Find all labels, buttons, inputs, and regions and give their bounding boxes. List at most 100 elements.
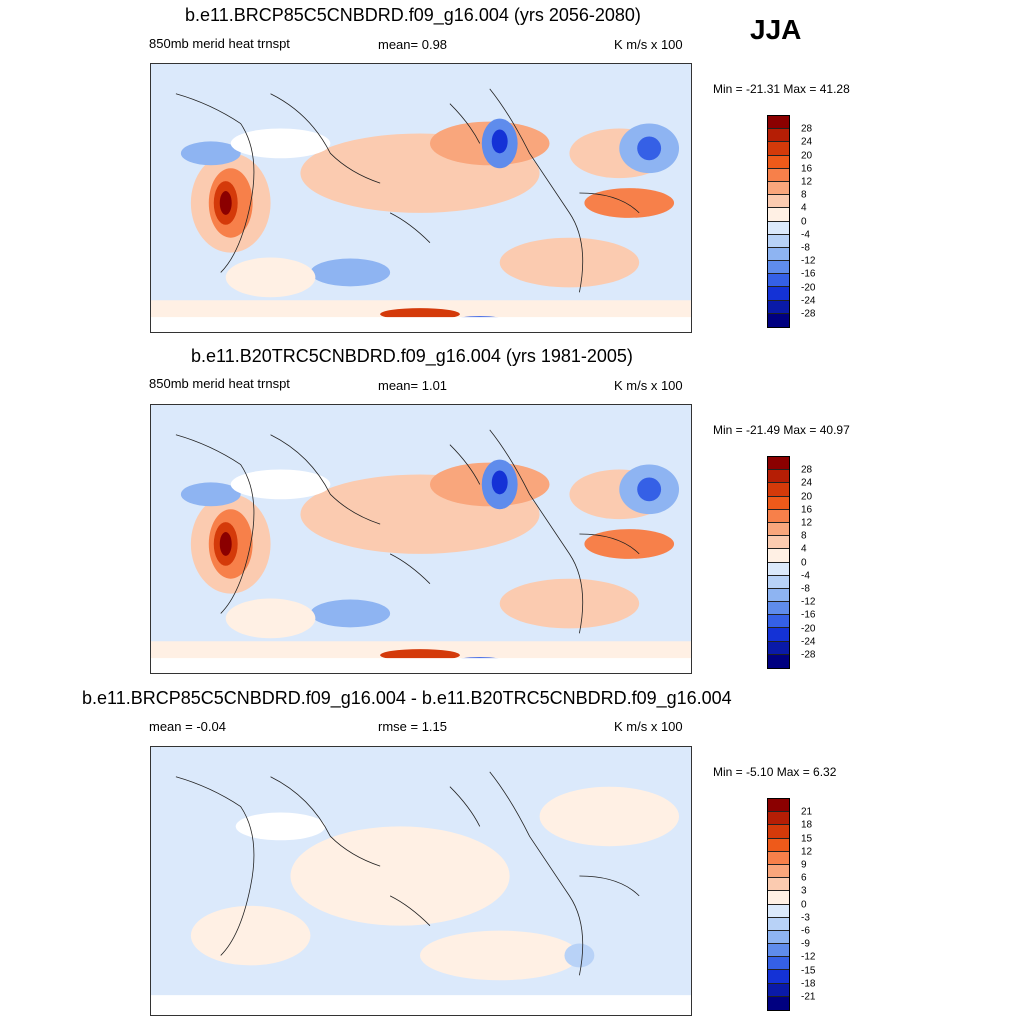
colorbar-swatch <box>768 812 789 826</box>
panel-3-units-label: K m/s x 100 <box>614 719 683 734</box>
colorbar-tick-label: 0 <box>801 216 807 228</box>
panel-2-minmax-label: Min = -21.49 Max = 40.97 <box>713 423 850 437</box>
colorbar-swatch <box>768 116 789 130</box>
colorbar-swatch <box>768 142 789 156</box>
colorbar-tick-label: 28 <box>801 464 813 476</box>
colorbar-swatch <box>768 838 789 852</box>
colorbar-tick-label: 4 <box>801 543 807 555</box>
colorbar-tick-label: -16 <box>801 609 816 621</box>
colorbar-swatch <box>768 195 789 209</box>
colorbar-swatch <box>768 825 789 839</box>
colorbar-tick-label: 24 <box>801 136 813 148</box>
colorbar-swatch <box>768 851 789 865</box>
colorbar-tick-label: -8 <box>801 583 810 595</box>
panel-2-map <box>150 404 692 674</box>
colorbar-swatch <box>768 221 789 235</box>
panel-3-mean-label: mean = -0.04 <box>149 719 226 734</box>
colorbar-swatch <box>768 562 789 576</box>
colorbar-tick-label: 24 <box>801 477 813 489</box>
colorbar-tick-label: -16 <box>801 268 816 280</box>
colorbar-swatch <box>768 457 789 471</box>
colorbar-swatch <box>768 615 789 629</box>
colorbar-tick-label: 21 <box>801 806 813 818</box>
colorbar-tick-label: 15 <box>801 833 813 845</box>
colorbar-tick-label: -4 <box>801 229 810 241</box>
colorbar-swatch <box>768 261 789 275</box>
panel-1-map-field <box>151 64 691 332</box>
colorbar-swatch <box>768 641 789 655</box>
colorbar-tick-label: -3 <box>801 912 810 924</box>
colorbar-tick-label: 12 <box>801 517 813 529</box>
colorbar-swatch <box>768 864 789 879</box>
colorbar-tick-label: 12 <box>801 176 813 188</box>
colorbar-swatch <box>768 575 789 589</box>
panel-1-map <box>150 63 692 333</box>
panel-1-variable-label: 850mb merid heat trnspt <box>149 36 290 51</box>
panel-3-rmse-label: rmse = 1.15 <box>378 719 448 734</box>
colorbar-swatch <box>768 983 789 997</box>
colorbar-tick-label: -4 <box>801 570 810 582</box>
colorbar-tick-label: -20 <box>801 623 816 635</box>
colorbar-swatch <box>768 247 789 262</box>
colorbar-swatch <box>768 799 789 813</box>
colorbar-swatch <box>768 602 789 616</box>
colorbar-tick-label: 6 <box>801 872 807 884</box>
colorbar-tick-label: -8 <box>801 242 810 254</box>
panel-1-minmax-label: Min = -21.31 Max = 41.28 <box>713 82 850 96</box>
colorbar-swatch <box>768 654 789 668</box>
colorbar-swatch <box>768 234 789 248</box>
colorbar-tick-label: -21 <box>801 991 816 1003</box>
panel-3-map <box>150 746 692 1016</box>
colorbar-tick-label: -6 <box>801 925 810 937</box>
colorbar-swatch <box>768 181 789 196</box>
colorbar-swatch <box>768 878 789 892</box>
colorbar-tick-label: -12 <box>801 596 816 608</box>
colorbar-swatch <box>768 300 789 314</box>
colorbar-tick-label: 0 <box>801 557 807 569</box>
colorbar-swatch <box>768 168 789 182</box>
colorbar-swatch <box>768 549 789 563</box>
panel-3-map-field <box>151 747 691 1015</box>
colorbar-tick-label: 16 <box>801 163 813 175</box>
colorbar-swatch <box>768 970 789 984</box>
panel-2-units-label: K m/s x 100 <box>614 378 683 393</box>
panel-3-colorbar-swatches <box>767 798 790 1011</box>
panel-3-minmax-label: Min = -5.10 Max = 6.32 <box>713 765 837 779</box>
colorbar-tick-label: 28 <box>801 123 813 135</box>
colorbar-tick-label: 12 <box>801 846 813 858</box>
panel-1-mean-label: mean= 0.98 <box>378 37 448 52</box>
colorbar-tick-label: 20 <box>801 491 813 503</box>
colorbar-swatch <box>768 996 789 1010</box>
colorbar-swatch <box>768 891 789 905</box>
colorbar-tick-label: -18 <box>801 978 816 990</box>
colorbar-tick-label: -20 <box>801 282 816 294</box>
colorbar-tick-label: -12 <box>801 255 816 267</box>
panel-3-colorbar: 21 18 15 12 9 6 3 0 -3 -6 -9 -12 -15 -18 -21 <box>767 798 815 1011</box>
colorbar-swatch <box>768 470 789 484</box>
panel-2-variable-label: 850mb merid heat trnspt <box>149 376 290 391</box>
panel-3-title: b.e11.BRCP85C5CNBDRD.f09_g16.004 - b.e11… <box>82 688 732 708</box>
panel-1-title: b.e11.BRCP85C5CNBDRD.f09_g16.004 (yrs 20… <box>185 5 641 25</box>
colorbar-swatch <box>768 904 789 918</box>
panel-2-title: b.e11.B20TRC5CNBDRD.f09_g16.004 (yrs 198… <box>191 346 633 366</box>
colorbar-tick-label: -28 <box>801 308 816 320</box>
colorbar-tick-label: -15 <box>801 965 816 977</box>
colorbar-tick-label: 9 <box>801 859 807 871</box>
colorbar-swatch <box>768 496 789 510</box>
panel-2-colorbar-swatches <box>767 456 790 669</box>
colorbar-swatch <box>768 536 789 550</box>
panel-2-colorbar: 28 24 20 16 12 8 4 0 -4 -8 -12 -16 -20 -24 -28 <box>767 456 815 669</box>
panel-1-colorbar: 28 24 20 16 12 8 4 0 -4 -8 -12 -16 -20 -24 -28 <box>767 115 815 328</box>
colorbar-tick-label: -24 <box>801 636 816 648</box>
colorbar-tick-label: -28 <box>801 649 816 661</box>
colorbar-swatch <box>768 129 789 143</box>
colorbar-tick-label: 3 <box>801 885 807 897</box>
colorbar-swatch <box>768 274 789 288</box>
colorbar-swatch <box>768 287 789 301</box>
colorbar-swatch <box>768 957 789 971</box>
colorbar-swatch <box>768 313 789 327</box>
colorbar-tick-label: 18 <box>801 819 813 831</box>
colorbar-swatch <box>768 588 789 603</box>
colorbar-swatch <box>768 208 789 222</box>
colorbar-tick-label: 16 <box>801 504 813 516</box>
